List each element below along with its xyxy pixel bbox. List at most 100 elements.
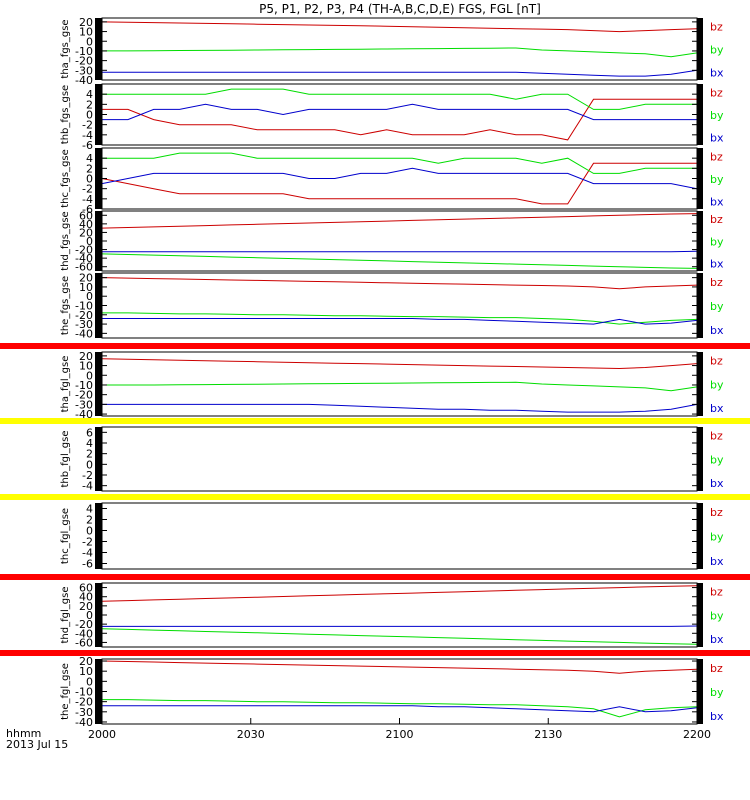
- y-tick-label: -30: [75, 398, 93, 411]
- legend-label-by: by: [710, 173, 724, 186]
- y-tick-label: -30: [75, 318, 93, 331]
- y-tick-label: 4: [86, 437, 93, 450]
- y-tick-label: 0: [86, 369, 93, 382]
- legend-label-bz: bz: [710, 662, 723, 675]
- series-line-by: [101, 253, 698, 269]
- panel-left-black-strip: [95, 148, 102, 209]
- legend-label-bx: bx: [710, 710, 724, 723]
- y-tick-label: 40: [79, 218, 93, 231]
- time-axis-label-date: 2013 Jul 15: [6, 738, 68, 751]
- panel-thb_fgs_gse: 420-2-4-6 thb_fgs_gse bz by bx: [60, 83, 724, 152]
- panel-thc_fgs_gse: 420-2-4-6 thc_fgs_gse bz by bx: [60, 147, 724, 216]
- plot-title: P5, P1, P2, P3, P4 (TH-A,B,C,D,E) FGS, F…: [259, 2, 541, 16]
- panel-right-black-strip: [697, 659, 703, 724]
- legend-label-by: by: [710, 378, 724, 391]
- series-line-by: [101, 628, 698, 645]
- legend-label-by: by: [710, 109, 724, 122]
- y-tick-label: -2: [82, 119, 93, 132]
- series-line-bx: [102, 103, 697, 121]
- panel-ylabel: thc_fgs_gse: [60, 149, 71, 208]
- y-tick-label: 10: [79, 281, 93, 294]
- y-tick-label: 20: [79, 272, 93, 285]
- panel-ylabel: thb_fgs_gse: [60, 85, 71, 144]
- y-tick-label: 20: [79, 16, 93, 29]
- y-tick-label: 2: [86, 162, 93, 175]
- x-tick-label: 2030: [237, 728, 265, 741]
- panel-frame: [101, 658, 698, 725]
- panel-header-bar: [0, 418, 750, 424]
- panel-right-black-strip: [697, 352, 703, 416]
- panel-frame: [101, 17, 698, 81]
- y-tick-label: 10: [79, 26, 93, 39]
- legend-label-bz: bz: [710, 150, 723, 163]
- panel-left-black-strip: [95, 352, 102, 416]
- panel-right-black-strip: [697, 84, 703, 145]
- series-line-by: [102, 312, 698, 325]
- x-tick-label: 2130: [534, 728, 562, 741]
- series-line-bz: [101, 162, 697, 205]
- legend-label-bx: bx: [710, 195, 724, 208]
- y-tick-label: 4: [86, 88, 93, 101]
- x-tick-label: 2100: [386, 728, 414, 741]
- y-tick-label: -30: [75, 706, 93, 719]
- y-tick-label: -20: [75, 55, 93, 68]
- legend-label-by: by: [710, 300, 724, 313]
- legend-label-bx: bx: [710, 477, 724, 490]
- y-tick-label: -20: [75, 618, 93, 631]
- legend-label-bz: bz: [710, 506, 723, 519]
- panel-right-black-strip: [697, 503, 703, 569]
- panel-left-black-strip: [95, 659, 102, 724]
- panel-header-bar: [0, 494, 750, 500]
- panel-left-black-strip: [95, 18, 102, 80]
- panel-frame: [101, 426, 698, 492]
- panel-right-black-strip: [697, 18, 703, 80]
- series-line-bz: [101, 660, 698, 674]
- y-tick-label: 4: [86, 152, 93, 165]
- y-tick-label: 60: [79, 582, 93, 595]
- legend-label-bz: bz: [710, 430, 723, 443]
- y-tick-label: -6: [82, 139, 93, 152]
- panel-right-black-strip: [697, 148, 703, 209]
- y-tick-label: -40: [75, 716, 93, 729]
- y-tick-label: -6: [82, 558, 93, 571]
- panel-thc_fgl_gse: 420-2-4-6 thc_fgl_gse bz by bx: [0, 494, 750, 571]
- y-tick-label: 0: [86, 609, 93, 622]
- y-tick-label: 0: [86, 235, 93, 248]
- y-tick-label: 2: [86, 98, 93, 111]
- y-tick-label: -10: [75, 686, 93, 699]
- y-tick-label: -4: [82, 129, 93, 142]
- series-line-bz: [101, 585, 698, 602]
- y-tick-label: -20: [75, 389, 93, 402]
- legend-label-bz: bz: [710, 276, 723, 289]
- y-tick-label: 6: [86, 426, 93, 439]
- y-tick-label: 60: [79, 209, 93, 222]
- panel-left-black-strip: [95, 503, 102, 569]
- series-line-bx: [102, 318, 698, 325]
- series-line-bx: [102, 403, 698, 413]
- y-tick-label: 0: [86, 525, 93, 538]
- panel-right-black-strip: [697, 583, 703, 647]
- y-tick-label: -60: [75, 636, 93, 649]
- series-line-bz: [101, 277, 698, 290]
- legend-label-bz: bz: [710, 355, 723, 368]
- y-tick-label: 2: [86, 448, 93, 461]
- panel-ylabel: thc_fgl_gse: [60, 508, 71, 564]
- panel-ylabel: the_fgl_gse: [60, 663, 71, 720]
- legend-label-bx: bx: [710, 555, 724, 568]
- panel-frame: [101, 582, 698, 648]
- series-line-by: [102, 381, 698, 392]
- y-tick-label: 20: [79, 226, 93, 239]
- legend-label-by: by: [710, 453, 724, 466]
- y-tick-label: -4: [82, 193, 93, 206]
- y-tick-label: 20: [79, 655, 93, 668]
- legend-label-by: by: [710, 686, 724, 699]
- panel-frame: [101, 83, 698, 146]
- y-tick-label: -10: [75, 45, 93, 58]
- legend-label-bx: bx: [710, 66, 724, 79]
